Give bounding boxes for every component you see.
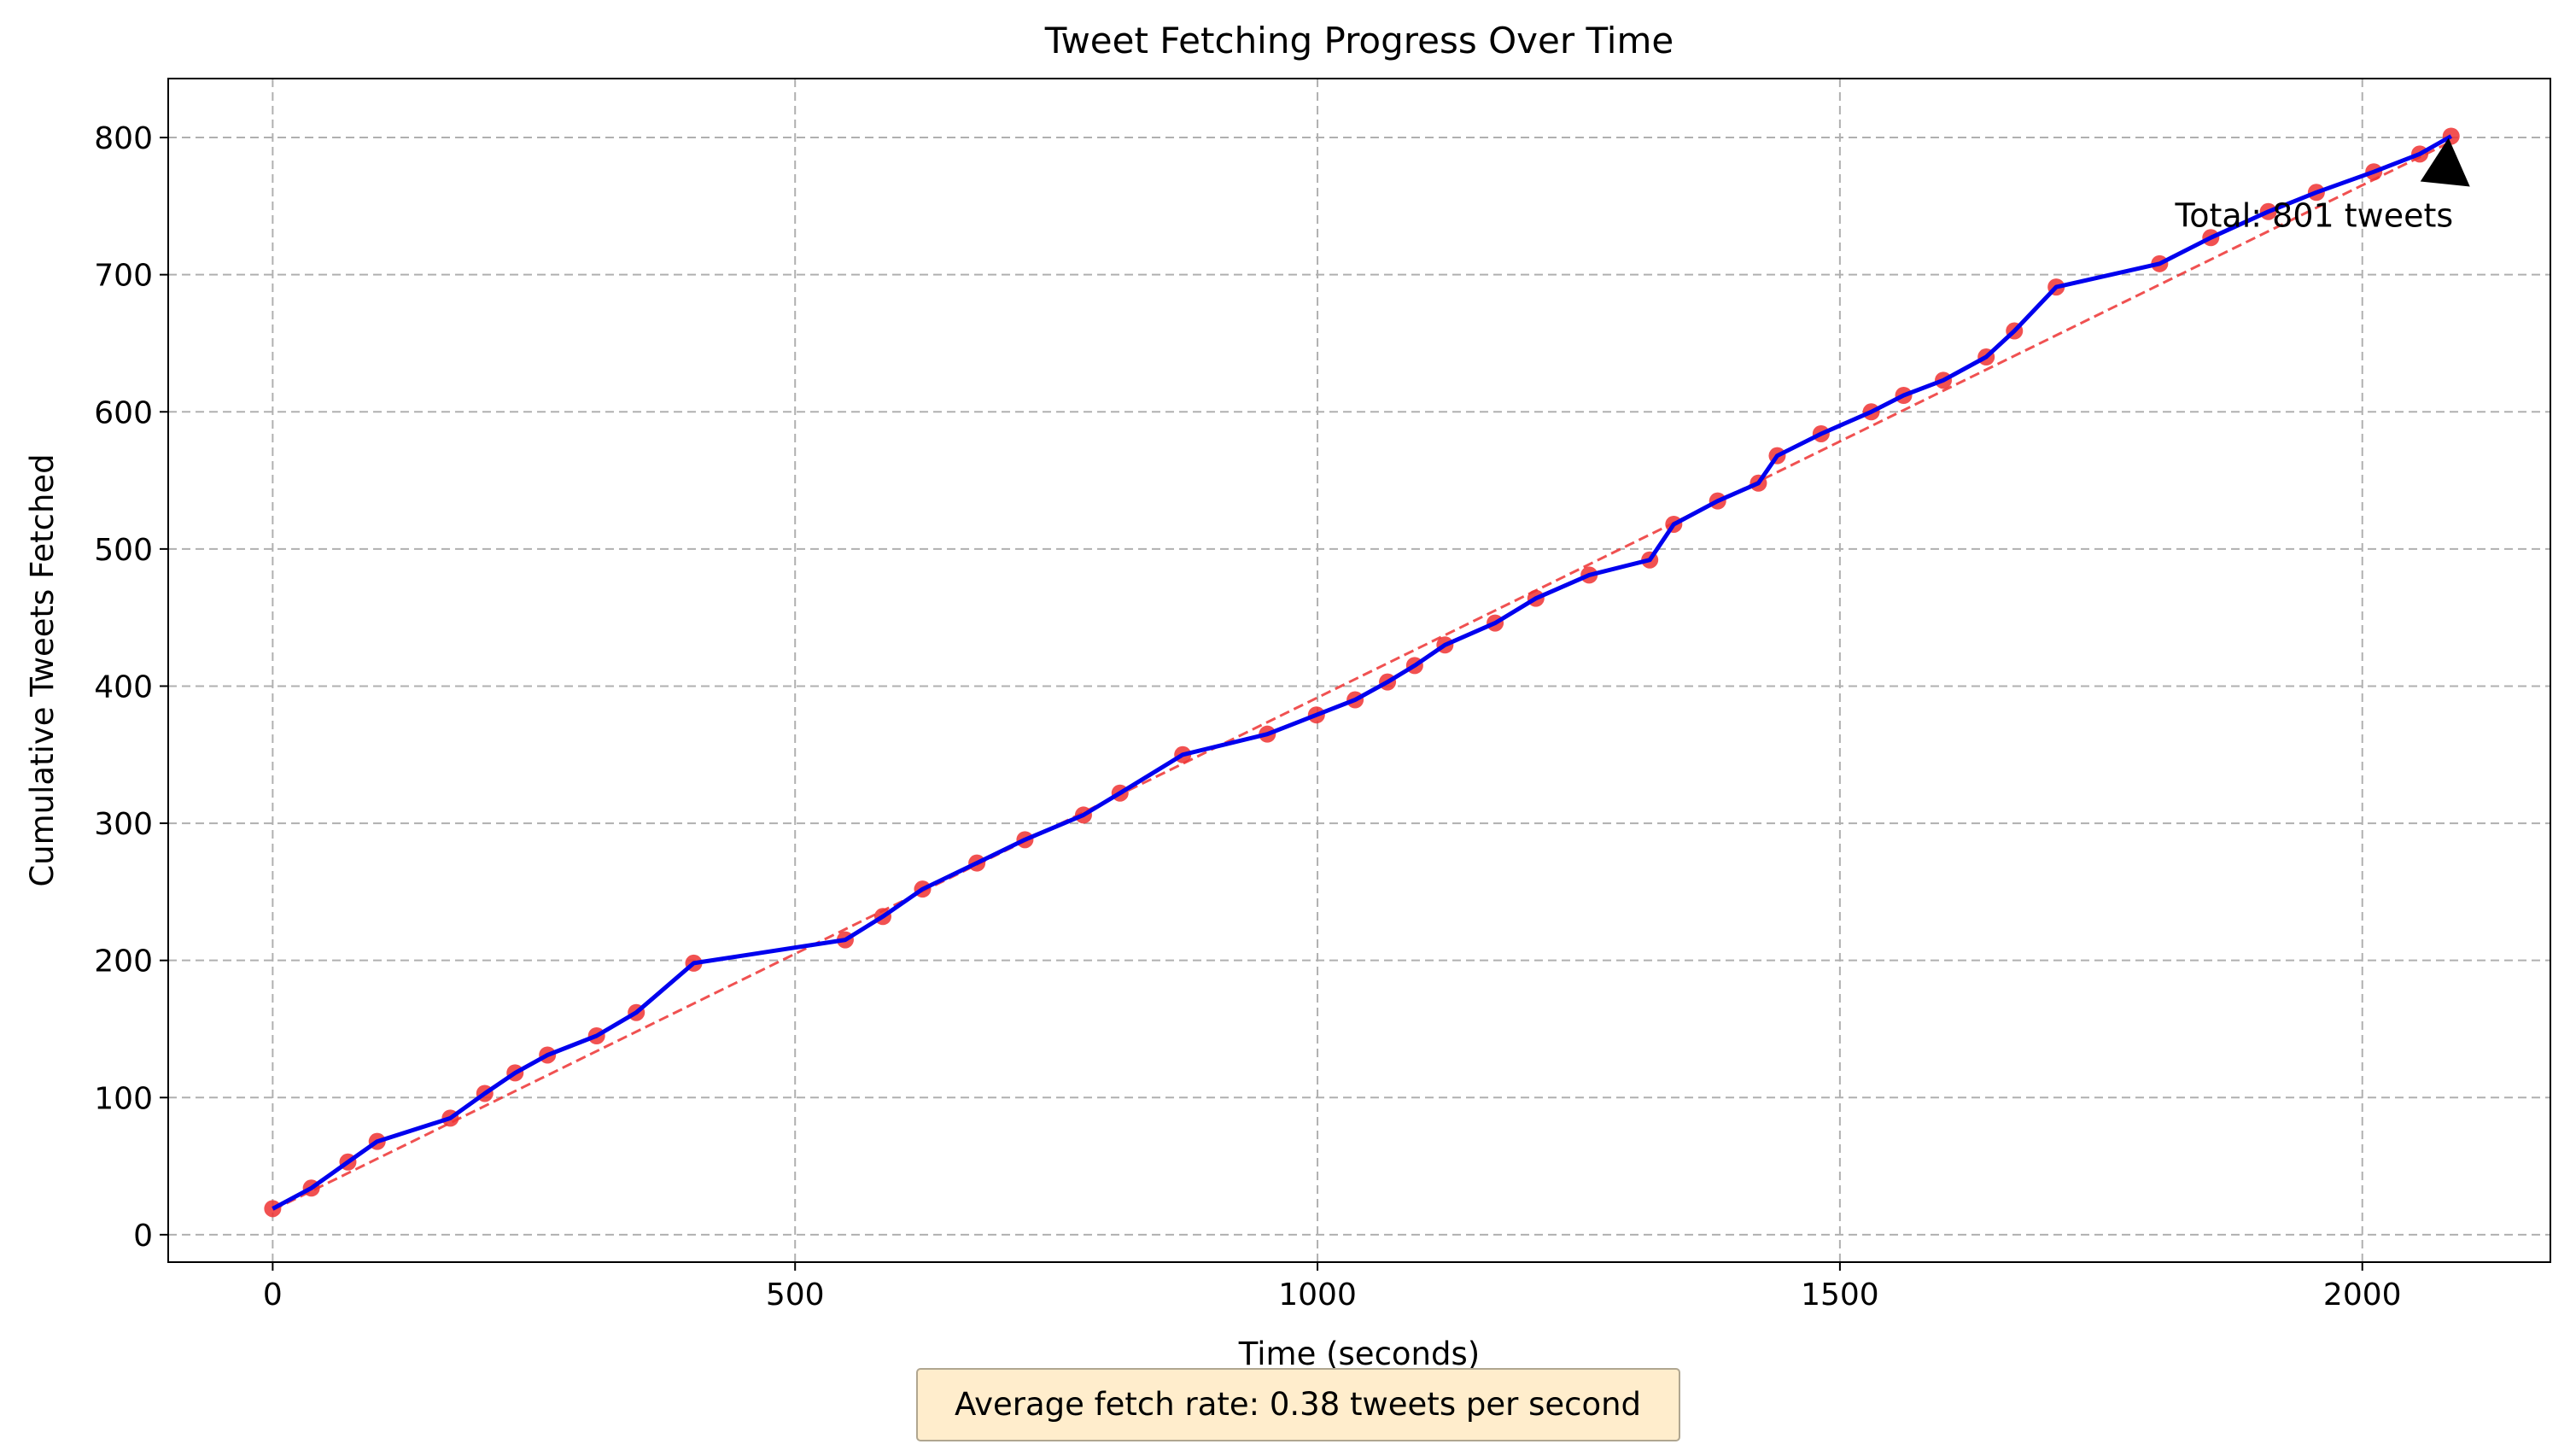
annotation-text: Total: 801 tweets [2175, 196, 2454, 234]
x-tick-label: 1500 [1801, 1278, 1879, 1313]
footer-note: Average fetch rate: 0.38 tweets per seco… [955, 1386, 1641, 1423]
y-tick-label: 800 [94, 121, 153, 156]
x-tick-label: 1000 [1278, 1278, 1357, 1313]
y-tick-label: 400 [94, 669, 153, 705]
y-axis-label: Cumulative Tweets Fetched [24, 453, 61, 886]
annotation-arrow [2420, 137, 2470, 187]
y-tick-label: 200 [94, 944, 153, 979]
footer-note-box [916, 1368, 1680, 1441]
series-line [272, 134, 2453, 1211]
plot-frame [167, 78, 2551, 1263]
grid-lines [168, 79, 2550, 1262]
y-tick-label: 500 [94, 533, 153, 568]
x-tick-label: 500 [766, 1278, 825, 1313]
y-tick-label: 0 [133, 1219, 153, 1254]
y-tick-label: 600 [94, 395, 153, 430]
trend-line [272, 140, 2452, 1212]
data-point [264, 1200, 282, 1218]
y-tick-label: 100 [94, 1081, 153, 1116]
y-tick-label: 700 [94, 259, 153, 294]
x-tick-label: 0 [263, 1278, 283, 1313]
annotation-layer: Total: 801 tweets [2175, 137, 2470, 234]
axis-ticks: 0 500 1000 1500 2000 0 100 200 300 400 500 600 700 80… [94, 121, 2401, 1313]
chart-title: Tweet Fetching Progress Over Time [1044, 20, 1674, 61]
x-axis-label: Time (seconds) [1238, 1336, 1480, 1372]
y-tick-label: 300 [94, 807, 153, 842]
x-tick-label: 2000 [2323, 1278, 2402, 1313]
line-layer [272, 134, 2453, 1211]
trend-layer [272, 140, 2452, 1212]
